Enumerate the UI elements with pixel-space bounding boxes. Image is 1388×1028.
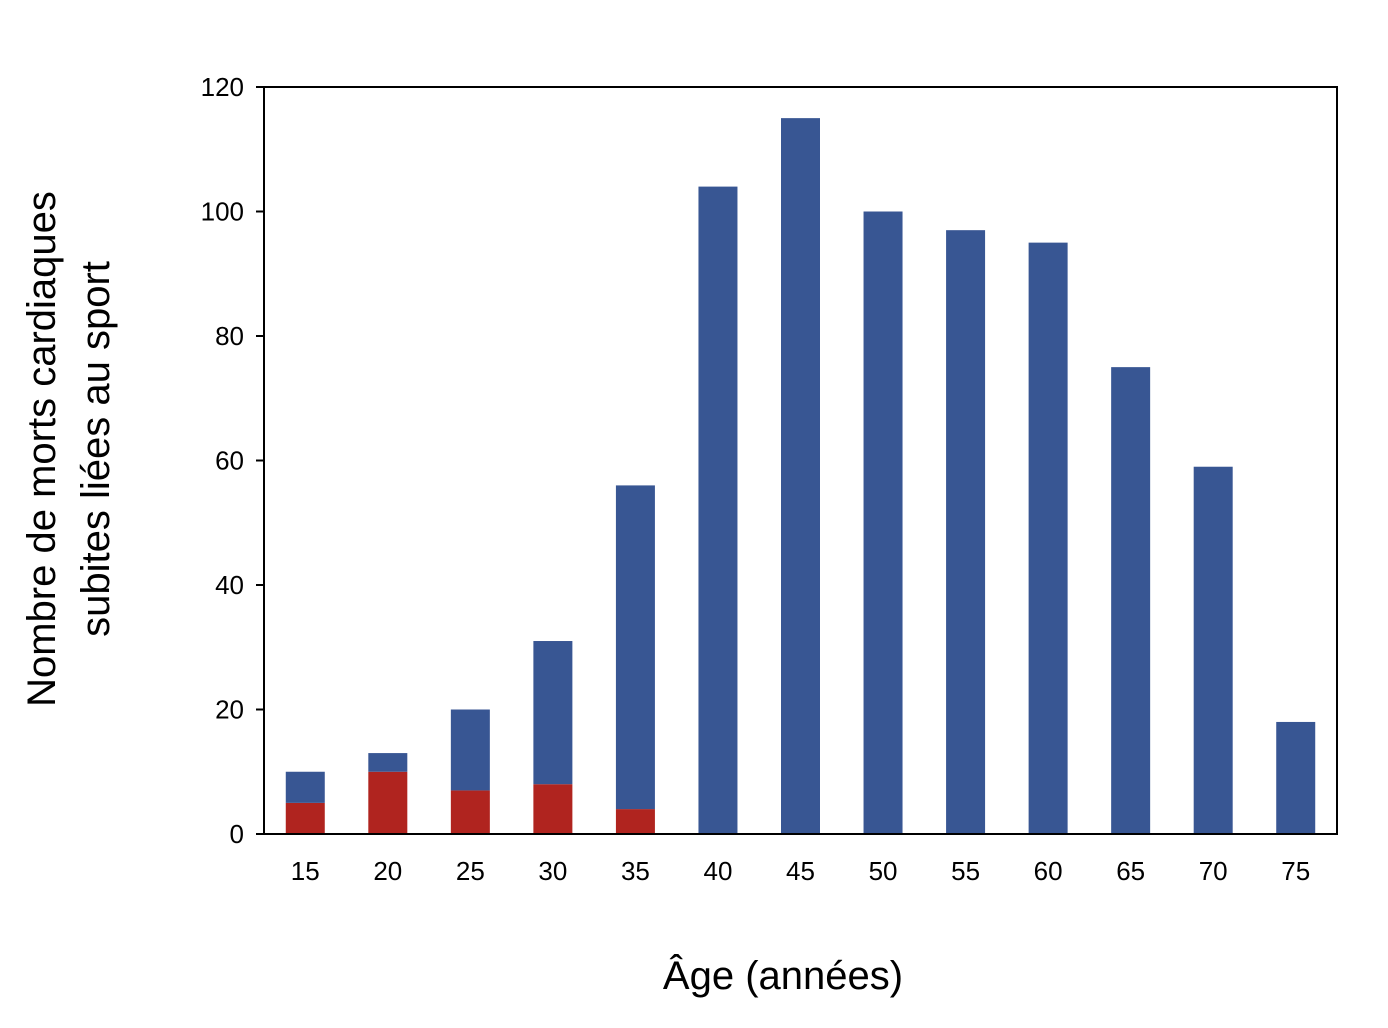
y-axis-title-line-2: subites liées au sport [74, 261, 118, 637]
bar-60-series-2 [1028, 242, 1068, 835]
x-axis: 15 20 25 30 35 40 45 50 55 60 65 70 75 [291, 856, 1310, 886]
y-tick-label-120: 120 [201, 72, 244, 102]
x-tick-label-55: 55 [951, 856, 980, 886]
bar-25-series-1 [450, 790, 490, 834]
x-tick-label-50: 50 [869, 856, 898, 886]
y-tick-label-80: 80 [215, 321, 244, 351]
bar-30-series-1 [533, 784, 573, 834]
bar-55-series-2 [946, 230, 986, 835]
y-tick-label-0: 0 [230, 819, 244, 849]
bar-75-series-2 [1276, 721, 1316, 834]
y-tick-label-20: 20 [215, 695, 244, 725]
bar-45-series-2 [781, 118, 820, 835]
y-tick-label-60: 60 [215, 446, 244, 476]
x-tick-label-30: 30 [538, 856, 567, 886]
bar-40-series-2 [698, 186, 738, 835]
x-axis-title: Âge (années) [663, 953, 903, 998]
x-tick-label-15: 15 [291, 856, 320, 886]
bar-15-series-1 [285, 802, 325, 835]
bar-30-series-2 [533, 641, 573, 785]
y-tick-label-100: 100 [201, 197, 244, 227]
y-axis: 0 20 40 60 80 100 120 [201, 72, 264, 849]
bar-20-series-1 [368, 771, 408, 834]
x-tick-label-70: 70 [1199, 856, 1228, 886]
y-axis-title-line-1: Nombre de morts cardiaques [20, 191, 64, 707]
x-tick-label-35: 35 [621, 856, 650, 886]
bar-35-series-2 [615, 485, 655, 810]
x-tick-label-45: 45 [786, 856, 815, 886]
bar-50-series-2 [863, 211, 903, 834]
bar-15-series-2 [285, 771, 325, 803]
x-tick-label-65: 65 [1116, 856, 1145, 886]
bars-group [285, 118, 1316, 835]
x-tick-label-20: 20 [373, 856, 402, 886]
bar-35-series-1 [615, 809, 655, 834]
x-tick-label-75: 75 [1281, 856, 1310, 886]
x-tick-label-60: 60 [1034, 856, 1063, 886]
y-tick-label-40: 40 [215, 570, 244, 600]
bar-25-series-2 [450, 709, 490, 791]
x-tick-label-25: 25 [456, 856, 485, 886]
bar-65-series-2 [1111, 367, 1151, 835]
bar-20-series-2 [368, 753, 408, 772]
bar-70-series-2 [1193, 466, 1233, 834]
x-tick-label-40: 40 [703, 856, 732, 886]
